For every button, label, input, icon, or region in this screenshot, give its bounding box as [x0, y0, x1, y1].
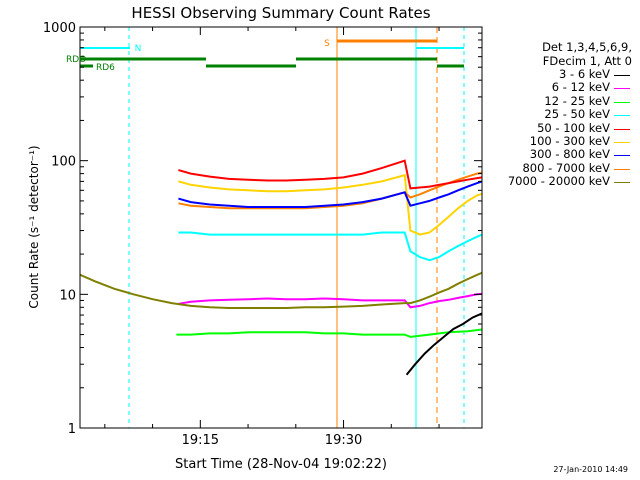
- legend-swatch: [614, 141, 630, 143]
- y-tick-label: 1: [68, 422, 76, 437]
- legend-label: 300 - 800 keV: [529, 147, 610, 162]
- x-tick-label: 19:15: [182, 433, 219, 448]
- series-line-12-25-keV-kev: [176, 328, 482, 338]
- legend-label: 12 - 25 keV: [544, 93, 610, 108]
- legend-label: 7000 - 20000 keV: [507, 174, 610, 189]
- y-tick-label: 1000: [43, 21, 76, 36]
- legend-swatch: [614, 88, 630, 90]
- annotation-n: N: [135, 44, 142, 54]
- legend-entries: 3 - 6 keV 6 - 12 keV 12 - 25 keV 25 - 50 ke…: [492, 67, 632, 189]
- legend-label: 25 - 50 keV: [544, 107, 610, 122]
- legend-swatch: [614, 182, 630, 184]
- y-axis-label: Count Rate (s⁻¹ detector⁻¹): [27, 145, 41, 308]
- chart-title: HESSI Observing Summary Count Rates: [131, 4, 430, 22]
- series-line-25-50-keV-kev: [178, 231, 482, 262]
- y-tick-label: 100: [51, 155, 76, 170]
- series-line-3-6-keV-kev: [405, 312, 482, 376]
- annotation-rdo: RDO: [66, 55, 86, 65]
- legend-header-config: FDecim 1, Att 0: [542, 54, 632, 68]
- legend-label: 50 - 100 keV: [537, 120, 610, 135]
- legend-entry: 7000 - 20000 keV: [492, 174, 632, 189]
- legend-entry: 25 - 50 keV: [492, 107, 632, 122]
- annotation-s: S: [324, 39, 330, 49]
- legend-entry: 800 - 7000 keV: [492, 160, 632, 175]
- series-line-7000-20000-keV-kev: [80, 271, 482, 309]
- legend-header-detectors: Det 1,3,4,5,6,9,: [542, 40, 632, 54]
- x-axis-label: Start Time (28-Nov-04 19:02:22): [175, 457, 387, 472]
- series-line-300-800-keV-kev: [178, 180, 482, 208]
- x-tick-label: 19:30: [325, 433, 362, 448]
- legend-swatch: [614, 115, 630, 117]
- legend-entry: 12 - 25 keV: [492, 93, 632, 108]
- legend-label: 800 - 7000 keV: [522, 160, 610, 175]
- legend-swatch: [614, 128, 630, 130]
- legend-entry: 100 - 300 keV: [492, 133, 632, 148]
- plot-frame: [79, 26, 483, 429]
- legend: Det 1,3,4,5,6,9, FDecim 1, Att 0 3 - 6 k…: [492, 40, 632, 189]
- y-tick-label: 10: [59, 288, 76, 303]
- legend-entry: 6 - 12 keV: [492, 80, 632, 95]
- legend-swatch: [614, 101, 630, 103]
- series-line-100-300-keV-kev: [178, 173, 482, 236]
- legend-entry: 300 - 800 keV: [492, 147, 632, 162]
- legend-swatch: [614, 168, 630, 170]
- series-line-50-100-keV-kev: [178, 159, 482, 190]
- legend-label: 100 - 300 keV: [529, 133, 610, 148]
- legend-entry: 3 - 6 keV: [492, 67, 632, 81]
- legend-swatch: [614, 155, 630, 157]
- legend-swatch: [614, 75, 630, 76]
- annotation-rd6: RD6: [96, 63, 115, 73]
- legend-entry: 50 - 100 keV: [492, 120, 632, 135]
- timestamp: 27-Jan-2010 14:49: [553, 465, 628, 474]
- series-line-6-12-keV-kev: [178, 292, 482, 309]
- legend-label: 6 - 12 keV: [551, 80, 610, 95]
- legend-label: 3 - 6 keV: [559, 67, 610, 81]
